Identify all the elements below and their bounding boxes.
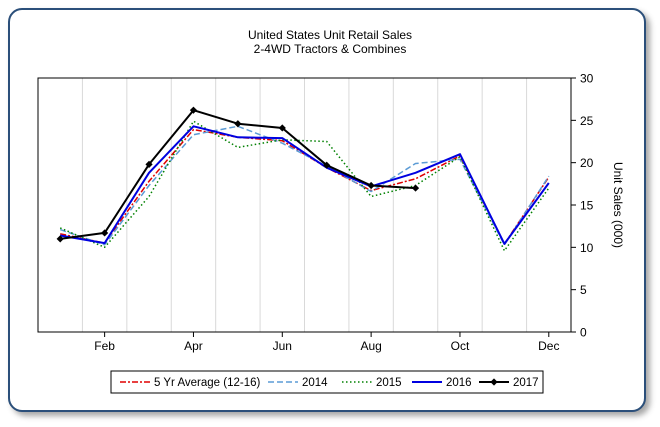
y-axis-label: Unit Sales (000) xyxy=(611,162,625,248)
series-line xyxy=(59,120,550,252)
y-tick-label: 15 xyxy=(580,199,594,213)
series-line xyxy=(60,109,416,240)
data-point xyxy=(323,161,331,169)
x-axis: Feb Apr Jun Aug Oct Dec xyxy=(94,332,559,353)
y-tick-label: 0 xyxy=(580,326,587,340)
y-axis: 0 5 10 15 20 25 30 xyxy=(571,72,594,340)
series-line xyxy=(60,125,550,245)
legend-item: 5 Yr Average (12-16) xyxy=(120,377,261,389)
data-point xyxy=(367,181,375,190)
legend-item: 2016 xyxy=(412,377,472,389)
legend: 5 Yr Average (12-16) 2014 2015 2016 2017 xyxy=(110,370,544,394)
series-2016 xyxy=(60,125,550,245)
data-point xyxy=(234,120,242,128)
legend-item: 2014 xyxy=(268,377,328,389)
data-point xyxy=(56,235,64,243)
x-tick-label: Jun xyxy=(273,339,292,353)
y-tick-label: 30 xyxy=(580,72,594,86)
legend-label: 5 Yr Average (12-16) xyxy=(154,377,261,389)
gridlines xyxy=(81,78,528,332)
x-tick-label: Oct xyxy=(451,339,470,353)
y-tick-label: 25 xyxy=(580,114,594,128)
data-point xyxy=(278,124,286,132)
y-tick-label: 5 xyxy=(580,283,587,297)
x-tick-label: Apr xyxy=(184,339,203,353)
chart-subtitle: 2-4WD Tractors & Combines xyxy=(254,42,407,56)
x-tick-label: Feb xyxy=(94,339,115,353)
data-point xyxy=(411,184,420,192)
legend-box xyxy=(110,370,544,394)
y-tick-label: 20 xyxy=(580,156,594,170)
series-layer xyxy=(56,106,550,252)
y-tick-label: 10 xyxy=(580,241,594,255)
data-point xyxy=(189,106,198,114)
data-point xyxy=(145,160,153,168)
chart-card xyxy=(8,8,646,412)
legend-label: 2016 xyxy=(446,377,472,389)
series-2017 xyxy=(56,106,420,243)
legend-label: 2017 xyxy=(513,377,539,389)
legend-marker xyxy=(490,378,498,386)
series-2015 xyxy=(59,120,550,252)
data-point xyxy=(101,229,109,237)
legend-label: 2015 xyxy=(376,377,402,389)
chart-title: United States Unit Retail Sales xyxy=(248,28,412,42)
legend-item: 2015 xyxy=(342,377,402,389)
legend-label: 2014 xyxy=(302,377,328,389)
x-tick-label: Aug xyxy=(360,339,381,353)
x-tick-label: Dec xyxy=(538,339,559,353)
legend-item: 2017 xyxy=(479,377,539,389)
